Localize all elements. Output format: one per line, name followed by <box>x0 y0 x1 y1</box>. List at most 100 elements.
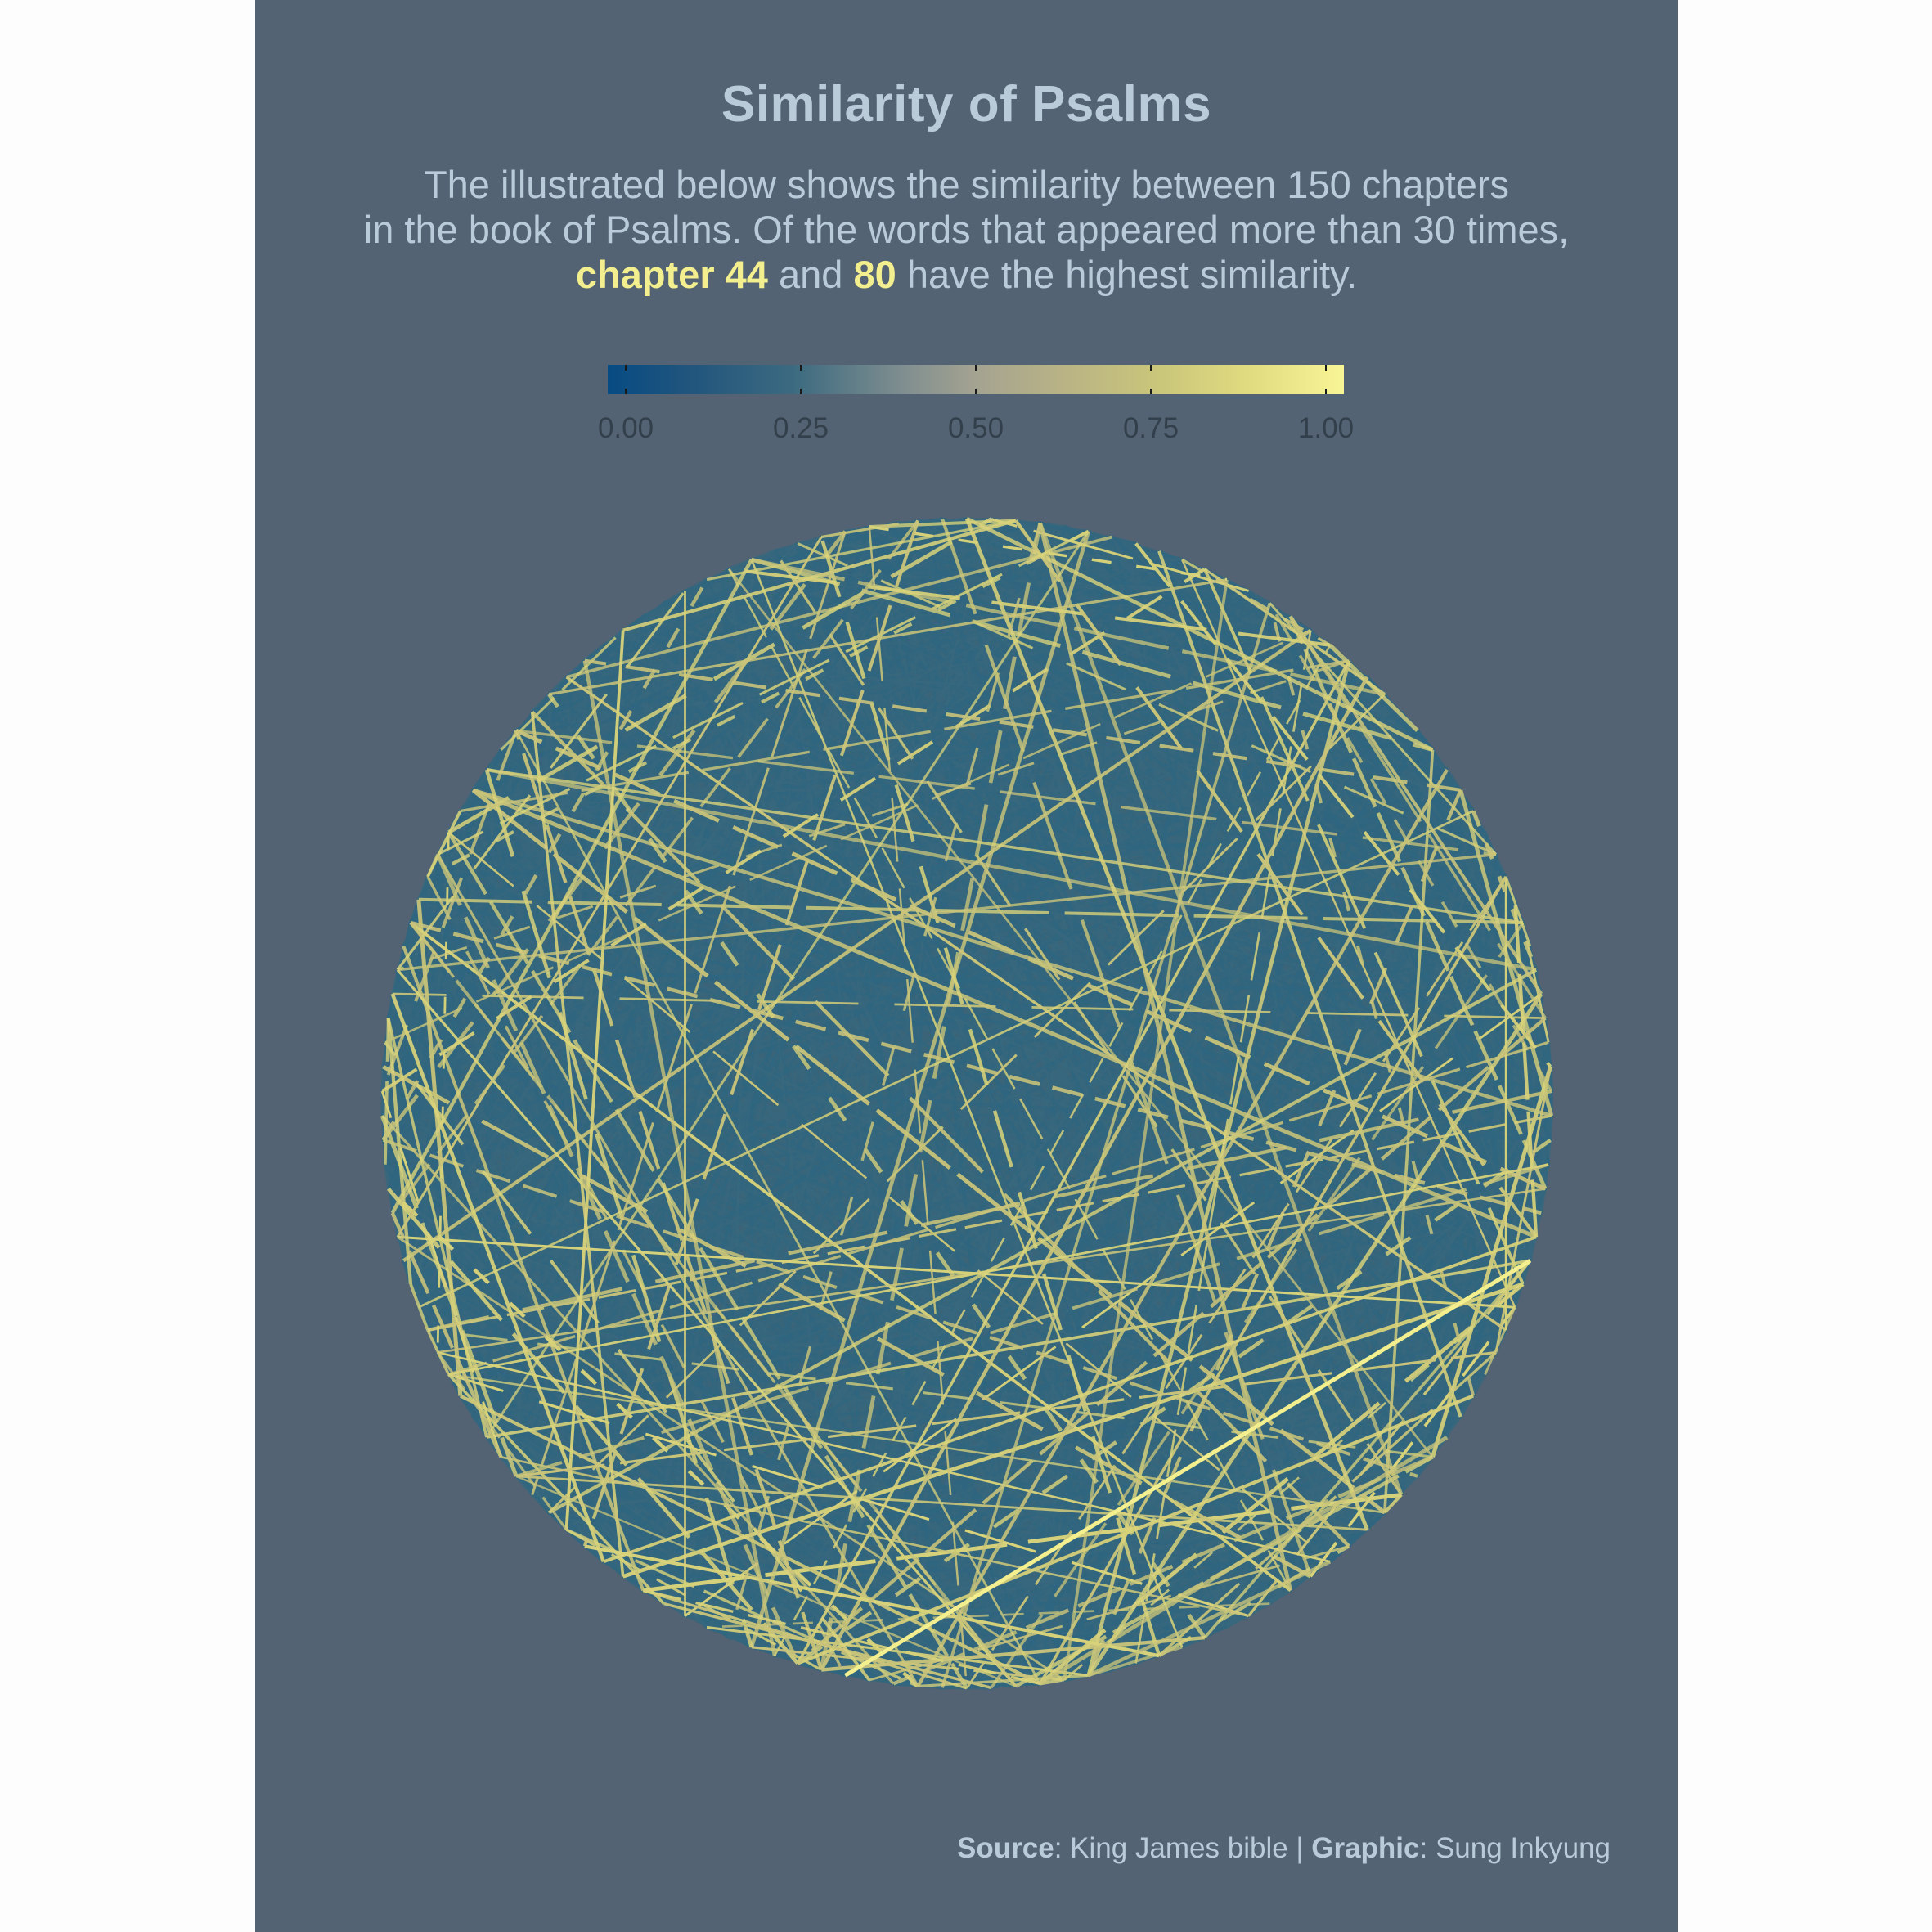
edge-low <box>622 628 1532 1263</box>
legend-tick-label: 0.50 <box>947 412 1004 444</box>
edge-low <box>603 644 1552 1117</box>
edge-high <box>1181 558 1331 647</box>
edge-high <box>447 831 1331 1563</box>
edge-high <box>382 1138 1418 1478</box>
edge-low <box>448 693 1386 834</box>
edge-low <box>798 541 1183 562</box>
edge-high <box>397 852 1497 972</box>
edge-high <box>1471 810 1539 971</box>
edge-low <box>1111 537 1368 1530</box>
edge-low <box>1014 519 1448 771</box>
high-similarity-edges <box>380 516 1554 1690</box>
edge-low <box>390 615 645 1214</box>
edge-high <box>531 531 847 1495</box>
chart-subtitle: The illustrated below shows the similari… <box>255 162 1678 297</box>
highlight-chapter-80: 80 <box>853 253 896 296</box>
edge-low <box>892 522 1552 1117</box>
edge-low <box>391 1211 1161 1658</box>
edge-low <box>1110 536 1517 1309</box>
edge-high <box>1328 643 1419 732</box>
edge-low <box>916 519 1332 1562</box>
edge-high <box>1134 630 1312 1664</box>
edge-high <box>728 568 1292 1592</box>
edge-low <box>820 537 1042 1684</box>
edge-high <box>472 788 1538 1239</box>
edge-high <box>435 853 800 1665</box>
edge-high <box>396 536 823 1238</box>
edge-low <box>514 526 871 1477</box>
subtitle-connector: and <box>767 253 854 296</box>
edge-high <box>396 590 686 971</box>
edge-high <box>1484 1306 1516 1375</box>
edge-low <box>566 1528 1090 1677</box>
edge-high <box>382 1064 1312 1579</box>
edge-high <box>1383 1494 1403 1514</box>
edge-low <box>797 1235 1537 1665</box>
edge-low <box>409 921 871 1682</box>
edge-low <box>427 1328 1474 1398</box>
graphic-label: Graphic <box>1311 1832 1420 1864</box>
legend-tick <box>1325 365 1327 394</box>
edge-low <box>684 526 1066 1617</box>
edge-high <box>515 1162 1549 1478</box>
edge-low <box>387 1187 1137 1665</box>
edge-high <box>390 559 753 1215</box>
edge-high <box>1088 1646 1183 1678</box>
edge-low <box>1347 659 1543 995</box>
edge-high <box>1040 1674 1090 1686</box>
edge-high <box>386 1187 800 1665</box>
edge-high <box>1203 568 1525 1285</box>
edge-low <box>381 659 1350 1093</box>
edge-high <box>1513 899 1539 1238</box>
edge-low <box>460 1395 895 1685</box>
edge-high <box>1087 1560 1332 1678</box>
edge-low <box>501 1455 1402 1497</box>
edge-high <box>820 676 1369 1671</box>
edge-high <box>397 1235 1516 1309</box>
subtitle-ending: have the highest similarity. <box>896 253 1358 296</box>
edge-low <box>426 876 586 1547</box>
edge-low <box>1268 603 1292 1591</box>
edge-high <box>548 577 1228 696</box>
edge-high <box>386 1018 413 1285</box>
edge-low <box>402 946 586 1547</box>
edge-low <box>486 535 1113 771</box>
edge-low <box>436 853 847 1677</box>
edge-low <box>583 659 1434 1458</box>
edge-low <box>1014 730 1419 1687</box>
edge-low <box>392 1211 1350 1548</box>
edge-high <box>1063 1283 1524 1682</box>
edge-low <box>515 615 1291 732</box>
edge-high <box>381 530 847 1142</box>
edge-high <box>484 769 754 1648</box>
edge-high <box>565 676 1507 1332</box>
edge-high <box>427 1114 1552 1332</box>
edge-high <box>1158 1544 1350 1657</box>
edge-high <box>990 922 1525 1689</box>
edge-high <box>410 920 1542 1215</box>
legend-tick-label: 0.25 <box>772 412 829 444</box>
edge-low <box>684 519 993 1616</box>
edge-low <box>1225 579 1404 1495</box>
edge-low <box>602 789 1462 1563</box>
edge-high <box>964 518 1369 1531</box>
subtitle-line-2: in the book of Psalms. Of the words that… <box>363 208 1570 251</box>
edge-high <box>515 1475 1017 1687</box>
edge-high <box>530 712 625 1577</box>
edge-high <box>820 536 1161 1656</box>
edge-low <box>437 1351 775 1657</box>
edge-high <box>409 922 1018 1687</box>
edge-high <box>965 516 1434 752</box>
edge-high <box>460 659 1350 813</box>
edge-high <box>707 1602 1270 1629</box>
edge-high <box>941 602 1272 1688</box>
legend-tick-label: 1.00 <box>1297 412 1355 444</box>
edge-low <box>1112 536 1137 545</box>
edge-low <box>1203 568 1462 1418</box>
color-legend: 0.00 0.25 0.50 0.75 1.00 <box>598 365 1354 447</box>
source-text: : King James bible | <box>1054 1832 1312 1864</box>
edge-high <box>447 1373 665 1605</box>
edge-high <box>402 628 1312 1263</box>
edge-low <box>990 518 1507 1331</box>
edge-low <box>384 525 871 1166</box>
